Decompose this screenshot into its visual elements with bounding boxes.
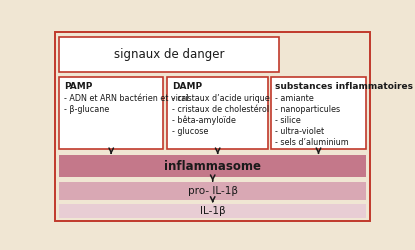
Bar: [59, 204, 366, 218]
Text: PAMP: PAMP: [64, 82, 92, 91]
Text: - silice: - silice: [276, 116, 301, 125]
Text: - cristaux de cholestérol: - cristaux de cholestérol: [172, 105, 269, 114]
Text: inflammasome: inflammasome: [164, 160, 261, 173]
Text: DAMP: DAMP: [172, 82, 202, 91]
Text: - sels d’aluminium: - sels d’aluminium: [276, 138, 349, 147]
Text: - cristaux d’acide urique: - cristaux d’acide urique: [172, 94, 270, 102]
Text: signaux de danger: signaux de danger: [114, 48, 225, 61]
Bar: [271, 77, 366, 149]
Text: IL-1β: IL-1β: [200, 206, 225, 216]
Text: - amiante: - amiante: [276, 94, 314, 102]
Bar: [59, 37, 279, 72]
Bar: [167, 77, 269, 149]
Text: - nanoparticules: - nanoparticules: [276, 105, 341, 114]
Text: - glucose: - glucose: [172, 127, 208, 136]
Bar: [59, 155, 366, 177]
Bar: [59, 182, 366, 200]
Bar: [59, 77, 164, 149]
Text: - β-glucane: - β-glucane: [64, 105, 109, 114]
Text: substances inflammatoires: substances inflammatoires: [276, 82, 413, 91]
Text: pro- IL-1β: pro- IL-1β: [188, 186, 238, 196]
Text: - ADN et ARN bactérien et viral: - ADN et ARN bactérien et viral: [64, 94, 188, 102]
Text: - bêta-amyloïde: - bêta-amyloïde: [172, 116, 236, 125]
Text: - ultra-violet: - ultra-violet: [276, 127, 325, 136]
